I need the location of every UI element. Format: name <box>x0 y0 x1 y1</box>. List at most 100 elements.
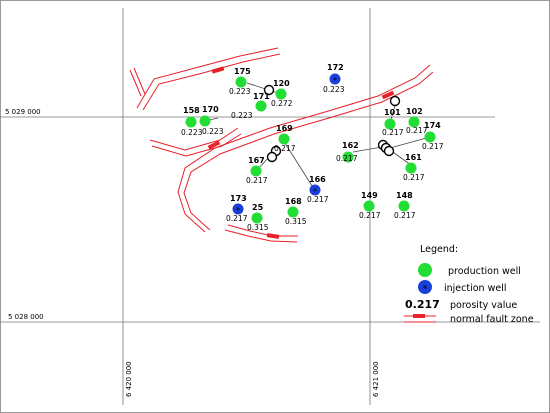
fault-left-branch-parallel <box>133 67 146 95</box>
well-id-label: 101 <box>384 108 401 117</box>
coordinate-grid <box>0 8 540 405</box>
well-171: 171 0.223 <box>231 92 270 120</box>
fault-main <box>177 64 431 233</box>
well-174: 174 0.217 <box>422 121 444 151</box>
well-148: 148 0.217 <box>394 191 416 220</box>
production-well-marker <box>342 151 354 163</box>
fault-mid-branch <box>149 127 239 151</box>
connector-169-166 <box>282 139 315 190</box>
well-25: 25 0.315 <box>247 203 269 232</box>
well-id-label: 158 <box>183 106 200 115</box>
fault-upper-left-parallel <box>142 53 281 111</box>
well-porosity-label: 0.223 <box>323 85 345 94</box>
well-id-label: 170 <box>202 105 219 114</box>
coord-label-east-a: 6 420 000 <box>125 361 133 397</box>
connector-174-black <box>389 136 431 149</box>
well-porosity-label: 0.217 <box>246 176 268 185</box>
well-175: 175 0.223 <box>229 67 251 96</box>
well-172: 172 0.223 <box>323 63 345 94</box>
well-166: 166 0.217 <box>307 175 329 204</box>
injection-well-center <box>333 77 337 81</box>
well-porosity-label: 0.217 <box>382 128 404 137</box>
well-id-label: 167 <box>248 156 265 165</box>
well-porosity-label: 0.315 <box>285 217 307 226</box>
open-circle-marker <box>389 95 401 107</box>
well-id-label: 120 <box>273 79 290 88</box>
fault-ticks <box>207 66 395 239</box>
well-158: 158 0.223 <box>181 106 203 137</box>
wells: 1750.2231200.2721710.2231720.2231580.223… <box>181 63 444 232</box>
well-porosity-label: 0.272 <box>271 99 293 108</box>
well-id-label: 173 <box>230 194 247 203</box>
production-well-marker <box>408 116 420 128</box>
open-circle-marker <box>383 145 395 157</box>
well-id-label: 171 <box>253 92 270 101</box>
well-162: 162 0.217 <box>336 141 359 163</box>
well-porosity-label: 0.223 <box>181 128 203 137</box>
well-170: 170 0.223 <box>199 105 224 136</box>
well-101: 101 0.217 <box>382 108 404 137</box>
production-well-marker <box>278 133 290 145</box>
well-173: 173 0.217 <box>226 194 248 223</box>
fault-tick <box>207 140 221 150</box>
well-id-label: 25 <box>252 203 264 212</box>
well-id-label: 175 <box>234 67 251 76</box>
legend-production-label: production well <box>448 266 521 277</box>
fault-lower-parallel <box>224 229 298 243</box>
well-porosity-label: 0.217 <box>274 144 296 153</box>
legend-fault-label: normal fault zone <box>450 314 534 325</box>
legend-porosity-label: porosity value <box>450 300 517 311</box>
well-porosity-label: 0.223 <box>202 127 224 136</box>
well-120: 120 0.272 <box>271 79 293 108</box>
fault-tick <box>266 233 280 239</box>
well-porosity-label: 0.217 <box>406 126 428 135</box>
legend-production-symbol <box>418 263 432 277</box>
production-well-marker <box>275 88 287 100</box>
open-circle-marker <box>263 84 275 96</box>
production-well-marker <box>251 212 263 224</box>
well-porosity-label: 0.217 <box>307 195 329 204</box>
well-id-label: 166 <box>309 175 326 184</box>
well-167: 167 0.217 <box>246 156 268 185</box>
production-well-marker <box>199 115 211 127</box>
production-well-marker <box>424 131 436 143</box>
production-well-marker <box>250 165 262 177</box>
well-161: 161 0.217 <box>403 153 425 182</box>
legend: Legend: production well injection well 0… <box>404 244 534 325</box>
well-id-label: 148 <box>396 191 413 200</box>
injection-well-center <box>236 207 240 211</box>
production-well-marker <box>255 100 267 112</box>
production-well-marker <box>287 206 299 218</box>
well-id-label: 162 <box>342 141 359 150</box>
well-porosity-label: 0.217 <box>403 173 425 182</box>
well-id-label: 168 <box>285 197 302 206</box>
well-porosity-label: 0.315 <box>247 223 269 232</box>
production-well-marker <box>235 76 247 88</box>
fault-lower <box>227 224 298 237</box>
legend-injection-label: injection well <box>444 283 506 294</box>
well-porosity-label: 0.217 <box>394 211 416 220</box>
production-well-marker <box>398 200 410 212</box>
connector-175-120 <box>246 82 282 95</box>
coord-label-north-b: 5 028 000 <box>8 313 44 321</box>
open-circle-marker <box>266 151 278 163</box>
production-well-marker <box>185 116 197 128</box>
production-well-marker <box>405 162 417 174</box>
well-id-label: 174 <box>424 121 441 130</box>
well-149: 149 0.217 <box>359 191 381 220</box>
well-id-label: 161 <box>405 153 422 162</box>
fault-upper-left <box>136 47 279 109</box>
coord-label-north-a: 5 029 000 <box>5 108 41 116</box>
fault-zones <box>129 47 434 243</box>
fault-main-parallel <box>183 71 434 231</box>
well-id-label: 169 <box>276 124 293 133</box>
well-porosity-label: 0.223 <box>231 111 253 120</box>
legend-injection-symbol-center <box>423 285 427 289</box>
production-well-marker <box>384 118 396 130</box>
well-porosity-label: 0.217 <box>226 214 248 223</box>
open-well-markers <box>263 84 401 163</box>
connector-162-black <box>352 146 383 153</box>
well-porosity-label: 0.223 <box>229 87 251 96</box>
